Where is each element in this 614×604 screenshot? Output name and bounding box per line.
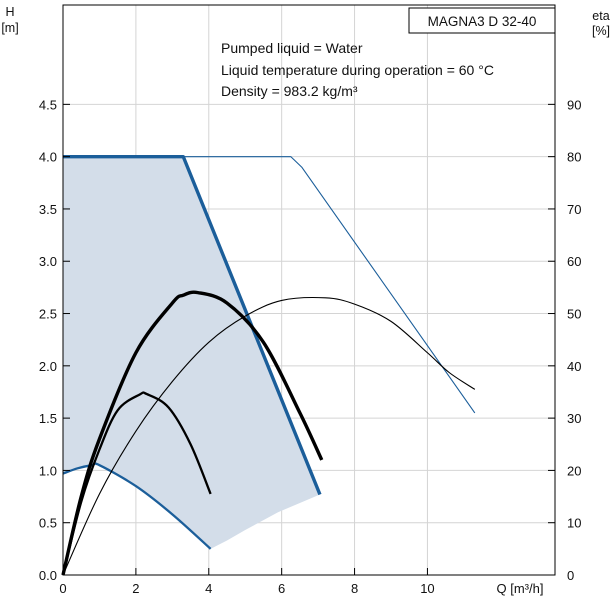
chart-title: MAGNA3 D 32-40 xyxy=(428,14,537,29)
x-tick-label: 10 xyxy=(420,581,434,596)
title-box xyxy=(408,7,556,34)
y-right-tick-label: 60 xyxy=(567,254,581,269)
x-tick-label: 2 xyxy=(132,581,139,596)
note-liquid-temperature: Liquid temperature during operation = 60… xyxy=(221,62,494,78)
y-right-tick-label: 90 xyxy=(567,97,581,112)
y-left-label-top: H xyxy=(5,5,14,19)
y-left-tick-label: 4.5 xyxy=(39,97,57,112)
y-right-label-unit: [%] xyxy=(592,24,610,38)
y-right-tick-label: 50 xyxy=(567,307,581,322)
y-left-tick-label: 2.0 xyxy=(39,359,57,374)
curves xyxy=(61,154,476,576)
y-left-label-unit: [m] xyxy=(1,21,18,35)
x-axis-label: Q [m³/h] xyxy=(497,581,544,596)
head-curve-thin xyxy=(63,156,476,414)
y-left-tick-label: 3.5 xyxy=(39,202,57,217)
y-right-tick-label: 80 xyxy=(567,150,581,165)
x-tick-label: 8 xyxy=(351,581,358,596)
y-right-tick-label: 20 xyxy=(567,463,581,478)
y-left-tick-label: 3.0 xyxy=(39,254,57,269)
efficiency-curve-thin xyxy=(62,297,476,576)
y-left-tick-label: 0.5 xyxy=(39,516,57,531)
x-tick-label: 4 xyxy=(205,581,212,596)
y-right-tick-label: 0 xyxy=(567,568,574,583)
y-left-tick-label: 1.0 xyxy=(39,463,57,478)
axis-ticks: 0.00.51.01.52.02.53.03.54.04.50102030405… xyxy=(39,97,582,596)
head-curve-medium xyxy=(62,462,212,550)
y-right-label-top: eta xyxy=(592,9,609,23)
plot-frame xyxy=(62,4,556,576)
note-density: Density = 983.2 kg/m³ xyxy=(221,83,358,99)
y-left-tick-label: 4.0 xyxy=(39,150,57,165)
y-left-tick-label: 1.5 xyxy=(39,411,57,426)
efficiency-curve-thick xyxy=(61,290,324,576)
x-tick-label: 6 xyxy=(278,581,285,596)
y-right-tick-label: 40 xyxy=(567,359,581,374)
x-tick-label: 0 xyxy=(59,581,66,596)
y-right-tick-label: 10 xyxy=(567,516,581,531)
y-left-tick-label: 0.0 xyxy=(39,568,57,583)
y-right-tick-label: 70 xyxy=(567,202,581,217)
note-pumped-liquid: Pumped liquid = Water xyxy=(221,40,363,56)
efficiency-curve-medium xyxy=(61,391,212,576)
operating-area xyxy=(63,156,320,549)
y-left-tick-label: 2.5 xyxy=(39,307,57,322)
operating-area-fill xyxy=(63,156,320,549)
y-right-tick-label: 30 xyxy=(567,411,581,426)
